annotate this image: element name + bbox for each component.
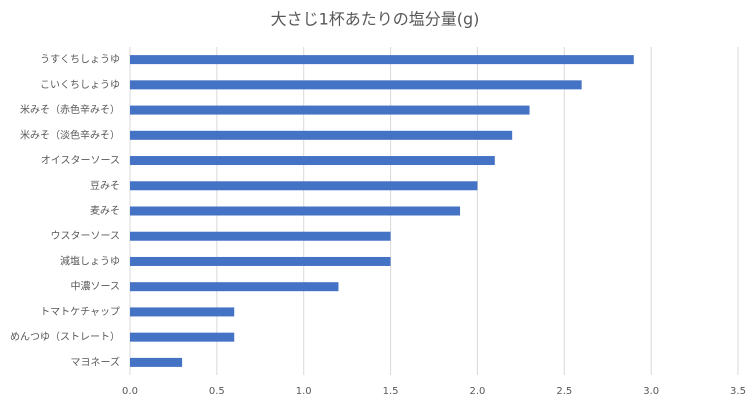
bar — [130, 105, 530, 115]
x-tick-label: 3.5 — [730, 386, 746, 397]
bar — [130, 231, 391, 241]
y-tick-label: 麦みそ — [90, 205, 120, 217]
x-tick-label: 1.5 — [383, 386, 399, 397]
y-tick-label: ウスターソース — [51, 230, 121, 242]
x-tick-label: 0.5 — [209, 386, 225, 397]
y-tick-label: 減塩しょうゆ — [60, 254, 120, 267]
bar — [130, 332, 235, 342]
bar — [130, 181, 478, 191]
bar — [130, 156, 495, 166]
bar — [130, 256, 391, 266]
bar — [130, 357, 183, 367]
x-tick-label: 2.0 — [469, 386, 485, 397]
y-tick-label: マヨネーズ — [71, 355, 121, 368]
bar — [130, 307, 235, 317]
bar — [130, 206, 461, 216]
x-tick-label: 1.0 — [296, 386, 312, 397]
bar — [130, 282, 339, 292]
y-tick-label: めんつゆ（ストレート） — [10, 331, 120, 343]
bar — [130, 55, 634, 65]
y-tick-label: うすくちしょうゆ — [40, 54, 120, 66]
bar — [130, 130, 513, 140]
x-tick-label: 3.0 — [643, 386, 659, 397]
y-tick-label: トマトケチャップ — [40, 306, 120, 318]
x-tick-label: 2.5 — [556, 386, 572, 397]
y-tick-label: こいくちしょうゆ — [40, 79, 120, 91]
bar — [130, 80, 582, 90]
y-tick-label: 米みそ（赤色辛みそ） — [20, 103, 120, 116]
y-tick-label: 米みそ（淡色辛みそ） — [20, 128, 120, 141]
y-tick-label: 豆みそ — [90, 180, 120, 192]
chart-title: 大さじ1杯あたりの塩分量(g) — [271, 10, 480, 29]
y-tick-label: 中濃ソース — [71, 280, 121, 293]
x-tick-label: 0.0 — [122, 386, 138, 397]
y-tick-label: オイスターソース — [41, 155, 120, 167]
